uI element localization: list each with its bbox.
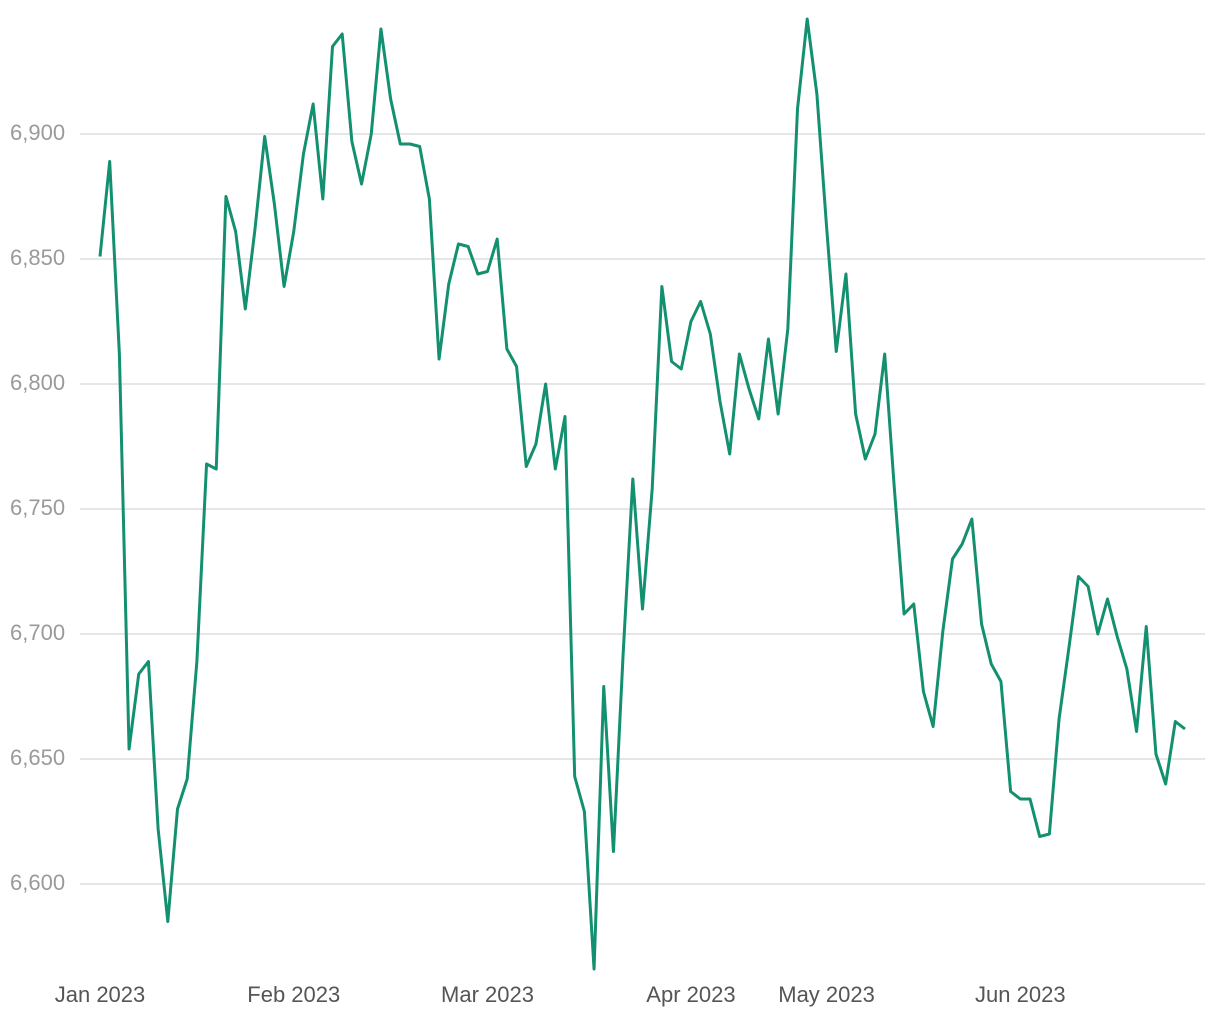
series-line — [98, 17, 1186, 971]
y-tick-label: 6,700 — [10, 620, 65, 645]
y-tick-label: 6,750 — [10, 495, 65, 520]
y-tick-label: 6,600 — [10, 870, 65, 895]
x-tick-label: Apr 2023 — [646, 982, 735, 1007]
y-tick-label: 6,650 — [10, 745, 65, 770]
y-tick-label: 6,800 — [10, 370, 65, 395]
x-tick-label: May 2023 — [778, 982, 875, 1007]
x-tick-label: Jun 2023 — [975, 982, 1066, 1007]
x-tick-label: Feb 2023 — [247, 982, 340, 1007]
x-tick-label: Mar 2023 — [441, 982, 534, 1007]
y-tick-label: 6,850 — [10, 245, 65, 270]
x-tick-label: Jan 2023 — [55, 982, 146, 1007]
y-tick-label: 6,900 — [10, 120, 65, 145]
